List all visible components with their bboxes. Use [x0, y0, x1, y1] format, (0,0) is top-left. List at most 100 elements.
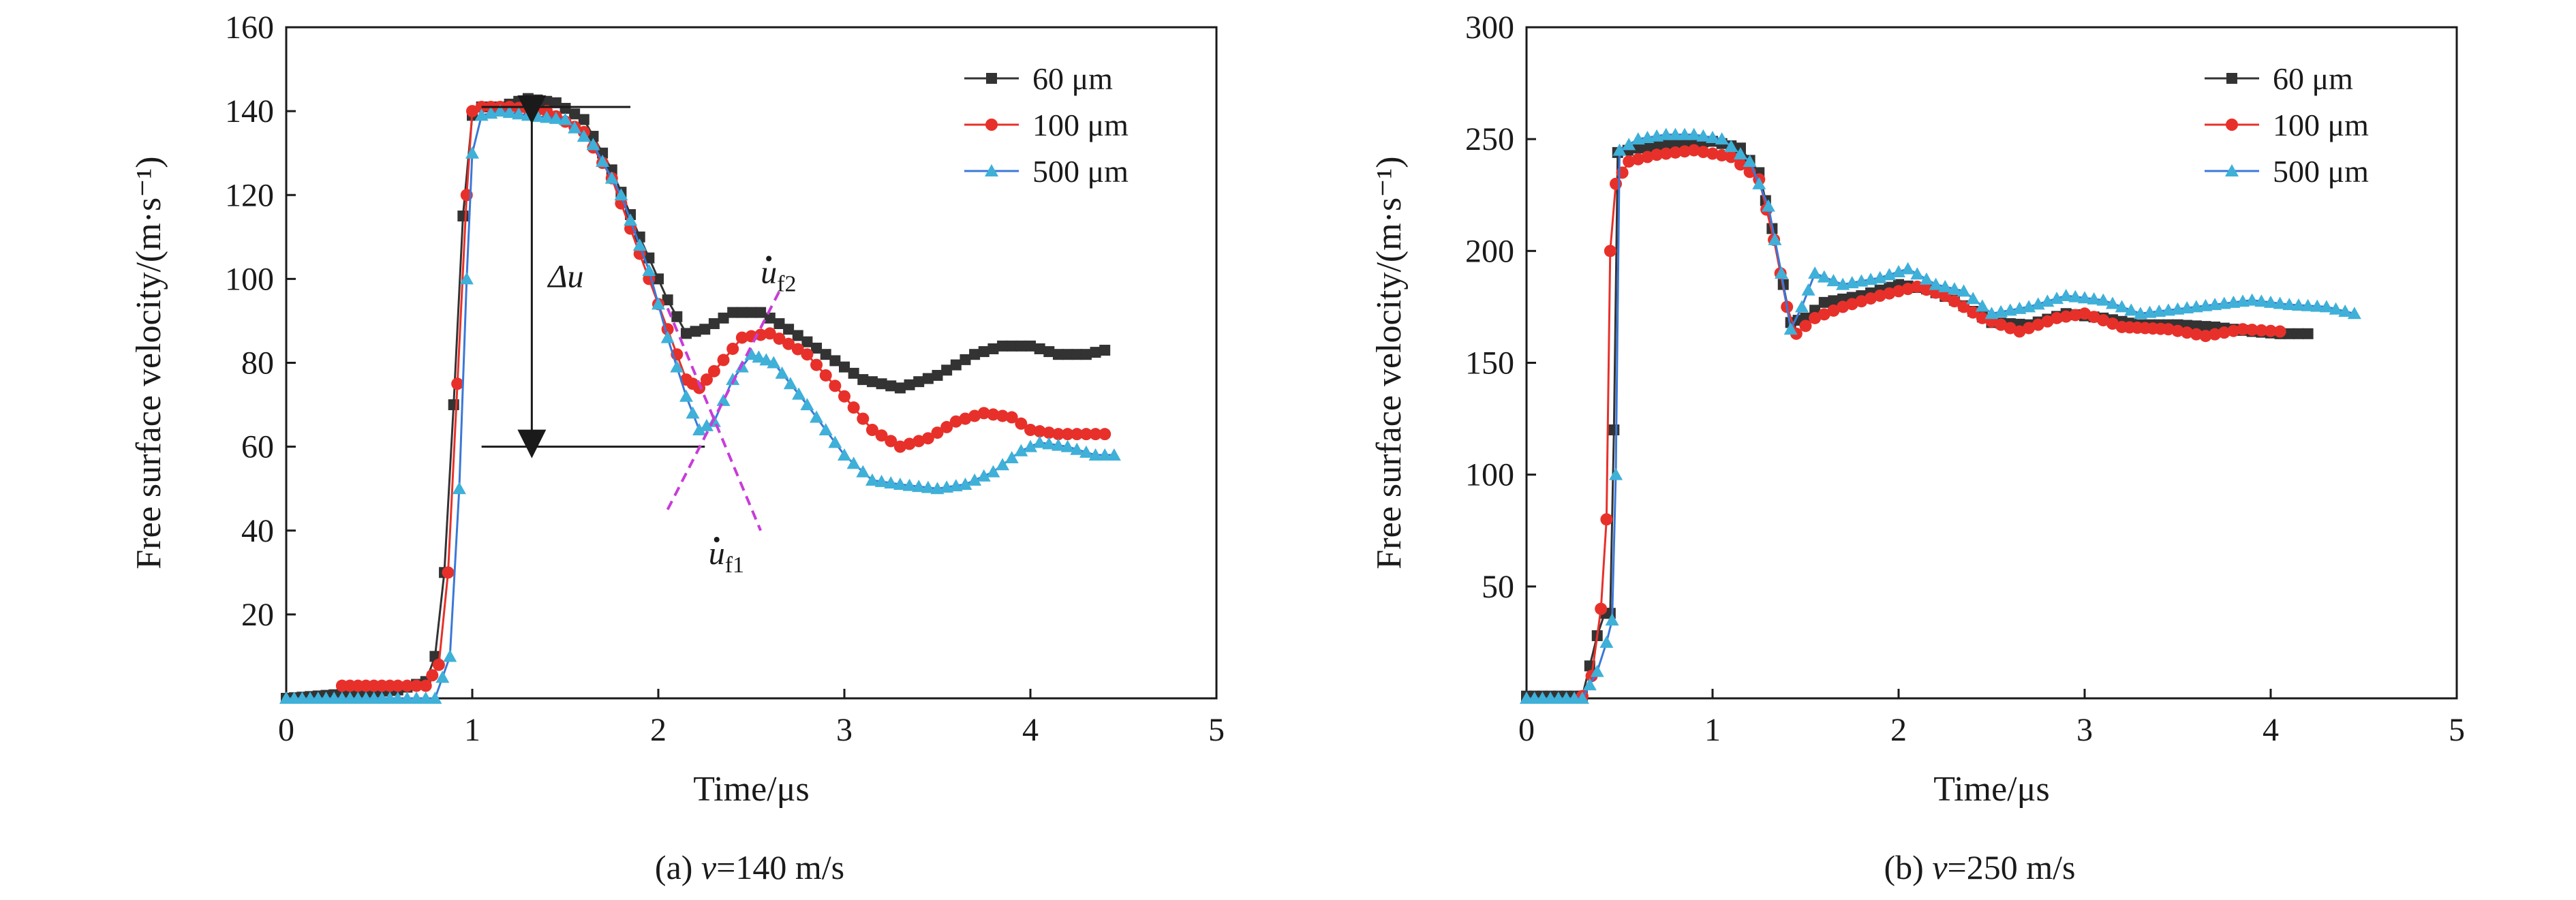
data-point [818, 423, 833, 435]
data-point [2171, 302, 2185, 315]
data-point [2209, 328, 2222, 341]
data-point [1761, 199, 1775, 212]
y-axis-label: Free surface velocity/(m·s⁻¹) [129, 156, 168, 569]
data-point [651, 297, 665, 310]
y-tick-label: 100 [1465, 457, 1514, 493]
series-60-um [281, 93, 1111, 704]
data-point [707, 364, 720, 377]
data-point [1734, 158, 1747, 171]
data-point [1015, 340, 1027, 352]
y-tick-label: 120 [225, 177, 274, 213]
data-point [792, 330, 803, 341]
data-point [828, 435, 842, 448]
data-point [1006, 340, 1017, 352]
data-point [735, 331, 748, 344]
legend-marker [985, 164, 998, 176]
data-point [1005, 451, 1019, 464]
data-point [410, 679, 423, 692]
data-point [1724, 140, 1738, 153]
data-point [902, 478, 917, 491]
data-point [801, 336, 813, 347]
data-point [2347, 307, 2361, 320]
data-point [1687, 127, 1701, 140]
data-point [578, 114, 589, 125]
data-point [1670, 138, 1681, 149]
data-point [493, 104, 507, 117]
y-tick-label: 20 [241, 597, 274, 633]
data-point [744, 347, 758, 360]
data-point [820, 349, 831, 360]
data-point [792, 387, 806, 400]
data-point [1080, 349, 1092, 360]
data-point [810, 410, 824, 423]
data-point [2059, 310, 2072, 323]
x-tick-label: 0 [1518, 712, 1535, 748]
series-line [1527, 140, 2308, 698]
series-60-um [1521, 136, 2314, 702]
data-point [1024, 439, 1037, 452]
data-point [569, 108, 581, 120]
data-point [987, 343, 999, 354]
data-point [754, 328, 767, 341]
legend-marker [986, 73, 997, 84]
data-point [1609, 467, 1623, 480]
x-tick-label: 3 [2076, 712, 2093, 748]
data-point [1052, 428, 1064, 441]
data-point [941, 364, 953, 376]
data-point [1901, 283, 1914, 296]
data-point [783, 324, 795, 335]
data-point [1939, 290, 1952, 302]
data-point [2293, 328, 2304, 339]
data-point [1070, 442, 1084, 455]
data-point [1051, 438, 1065, 451]
data-point [2264, 295, 2278, 308]
legend-label: 60 μm [1032, 61, 1113, 96]
data-point [727, 307, 739, 318]
data-point [1098, 448, 1112, 461]
data-point [418, 692, 433, 704]
caption-variable: v [1932, 848, 1948, 886]
data-point [679, 389, 693, 402]
data-point [1752, 176, 1766, 189]
x-tick-label: 5 [1208, 712, 1225, 748]
data-point [2338, 304, 2352, 317]
data-point [2161, 303, 2175, 316]
chart-panel-a: 0 1 2 3 4 5 20 40 60 80 100 120 140 160 Time/μs Free su… [129, 10, 1225, 886]
data-point [1612, 143, 1627, 156]
data-point [847, 401, 860, 414]
data-point [1715, 132, 1729, 145]
data-point [1678, 127, 1692, 140]
data-point [726, 373, 740, 386]
data-point [949, 479, 963, 492]
data-point [1957, 284, 1971, 297]
y-tick-label: 160 [225, 10, 274, 46]
data-point [1883, 287, 1896, 300]
data-point [997, 340, 1009, 352]
data-point [2124, 303, 2138, 316]
legend-label: 100 μm [2273, 108, 2369, 142]
legend-item: 500 μm [964, 154, 1129, 189]
data-point [1062, 349, 1073, 360]
data-point [1668, 127, 1683, 140]
data-point [419, 679, 432, 692]
data-point [1651, 140, 1663, 152]
y-tick-label: 80 [241, 345, 274, 382]
data-point [1052, 349, 1064, 360]
y-tick-label: 100 [225, 261, 274, 297]
data-point [2097, 314, 2110, 327]
x-tick-label: 2 [1890, 712, 1907, 748]
data-point [986, 465, 1000, 478]
data-point [912, 480, 926, 493]
data-point [1042, 437, 1056, 450]
data-point [949, 415, 962, 428]
data-point [1025, 340, 1036, 352]
data-point [549, 111, 563, 124]
data-point [1005, 411, 1018, 424]
unloading-fit-line [666, 307, 762, 531]
legend-label: 500 μm [1032, 154, 1129, 189]
data-point [1088, 448, 1103, 461]
data-point [2245, 324, 2258, 337]
data-point [1071, 428, 1084, 441]
data-point [671, 311, 683, 322]
data-point [699, 324, 711, 335]
